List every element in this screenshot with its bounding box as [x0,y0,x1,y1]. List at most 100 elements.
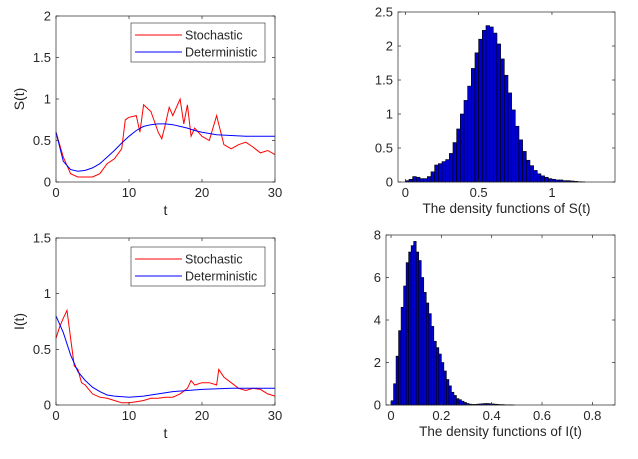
y-tick-label: 2 [44,9,51,24]
histogram-bar [446,160,450,182]
histogram-bar [449,153,453,182]
histogram-bar [438,164,442,182]
legend: Stochastic Deterministic [131,247,265,286]
y-tick-label: 8 [374,228,381,243]
histogram-bar [435,165,439,182]
histogram-bar [442,162,446,182]
y-tick-label: 0 [386,175,393,190]
legend-label: Deterministic [185,46,257,60]
histogram-bar [411,246,414,405]
histogram-bar [486,26,490,182]
histogram-bar [429,314,432,405]
histogram-bar [446,380,449,406]
x-tick-label: 30 [268,185,282,200]
y-tick-label: 2.5 [375,5,393,20]
histogram-bar [541,176,545,182]
histogram-bar [441,363,444,406]
histogram-bar [552,179,556,182]
histogram-bar [497,44,501,182]
histogram-bar [431,326,434,405]
histogram-bar [468,86,472,182]
x-tick-label: 0.4 [483,408,501,423]
y-tick-label: 0 [44,398,51,413]
histogram-bar [482,30,486,182]
x-tick-label: 0 [402,185,409,200]
histogram-bar [419,261,422,406]
histogram-bar [457,129,461,182]
histogram-bar [421,278,424,406]
histogram-bar [431,172,435,182]
legend-label: Stochastic [185,29,243,43]
histogram-bar [451,392,454,405]
y-tick-label: 1.5 [33,231,51,246]
histogram-bar [512,110,516,182]
histogram-bar [519,140,523,182]
histogram-bar [449,386,452,405]
y-tick-label: 1 [44,92,51,107]
x-tick-label: 20 [195,408,209,423]
histogram-bar [459,400,462,405]
y-tick-label: 0 [374,398,381,413]
histogram-bar [409,252,412,405]
legend-label: Stochastic [185,253,243,267]
histogram-bar [508,93,512,182]
x-tick-label: 20 [195,185,209,200]
histogram-bar [409,179,413,182]
x-axis-label: The density functions of S(t) [422,201,590,216]
histogram-bar [471,68,475,182]
histogram-bar [501,59,505,182]
y-tick-label: 1 [44,286,51,301]
histogram-bar [439,354,442,405]
histogram-bar [399,331,402,405]
histogram-bar [414,241,417,405]
y-axis-label: S(t) [11,88,27,111]
y-tick-label: 1.5 [33,50,51,65]
histogram-bar [534,170,538,182]
x-tick-label: 1 [548,185,555,200]
y-tick-label: 0 [44,175,51,190]
histogram-bar [416,177,420,182]
y-axis-label: I(t) [11,313,27,330]
histogram-bar [426,303,429,405]
x-axis-label: t [164,202,168,218]
histogram-bar [504,75,508,182]
histogram-bar [526,160,530,182]
histogram-bar [490,27,494,182]
histogram-bar [530,166,534,182]
y-tick-label: 4 [374,313,381,328]
histogram-bar [493,33,497,182]
histogram-bar [456,399,459,405]
y-tick-label: 0.5 [375,141,393,156]
x-tick-label: 30 [268,408,282,423]
y-tick-label: 0.5 [33,133,51,148]
histogram-bar [420,179,424,182]
x-tick-label: 10 [122,408,136,423]
x-axis-label: The density functions of I(t) [419,424,582,439]
histogram-bar [436,348,439,405]
histogram-bar [406,263,409,405]
histogram-bar [424,292,427,405]
histogram-bar [537,174,541,182]
x-tick-label: 0 [387,408,394,423]
histogram-bar [444,371,447,405]
histogram-bar [434,341,437,405]
legend-label: Deterministic [185,270,257,284]
histogram-bar [479,39,483,182]
y-tick-label: 0.5 [33,342,51,357]
histogram-bar [515,126,519,182]
histogram-bar [545,177,549,182]
histogram-bar [548,179,552,182]
histogram-bar [413,177,417,182]
y-tick-label: 1.5 [375,73,393,88]
histogram-bar [464,402,467,405]
x-tick-label: 0.5 [470,185,488,200]
histogram-bar [460,114,464,182]
histogram-bar [454,395,457,405]
y-tick-label: 2 [386,39,393,54]
histogram-bar [394,384,397,405]
histogram-bar [396,356,399,405]
